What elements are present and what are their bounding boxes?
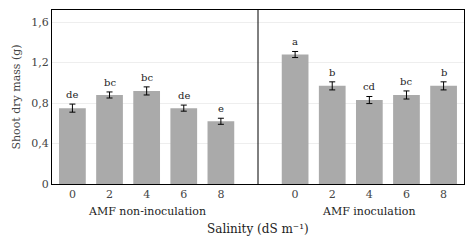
svg-text:bc: bc — [141, 72, 153, 83]
svg-text:b: b — [441, 67, 447, 78]
svg-text:b: b — [329, 67, 335, 78]
svg-text:1,6: 1,6 — [31, 16, 49, 29]
svg-text:6: 6 — [403, 188, 410, 201]
svg-text:de: de — [66, 89, 78, 100]
svg-text:0: 0 — [42, 178, 49, 191]
svg-text:2: 2 — [329, 188, 336, 201]
svg-text:2: 2 — [106, 188, 113, 201]
svg-text:0,4: 0,4 — [31, 137, 49, 150]
svg-text:AMF non-inoculation: AMF non-inoculation — [88, 205, 206, 218]
svg-text:a: a — [292, 36, 298, 47]
svg-text:bc: bc — [104, 77, 116, 88]
svg-text:Salinity (dS m⁻¹): Salinity (dS m⁻¹) — [207, 222, 309, 236]
svg-text:4: 4 — [366, 188, 373, 201]
svg-text:Shoot dry mass (g): Shoot dry mass (g) — [10, 44, 23, 149]
svg-text:0: 0 — [69, 188, 76, 201]
svg-text:de: de — [178, 90, 190, 101]
svg-text:AMF inoculation: AMF inoculation — [322, 205, 416, 218]
svg-text:4: 4 — [143, 188, 150, 201]
svg-text:0: 0 — [292, 188, 299, 201]
svg-text:8: 8 — [217, 188, 224, 201]
svg-text:bc: bc — [400, 76, 412, 87]
svg-text:6: 6 — [180, 188, 187, 201]
svg-text:0,8: 0,8 — [31, 97, 49, 110]
svg-text:e: e — [218, 103, 224, 114]
svg-text:8: 8 — [440, 188, 447, 201]
svg-text:cd: cd — [363, 81, 376, 92]
svg-text:1,2: 1,2 — [31, 56, 49, 69]
